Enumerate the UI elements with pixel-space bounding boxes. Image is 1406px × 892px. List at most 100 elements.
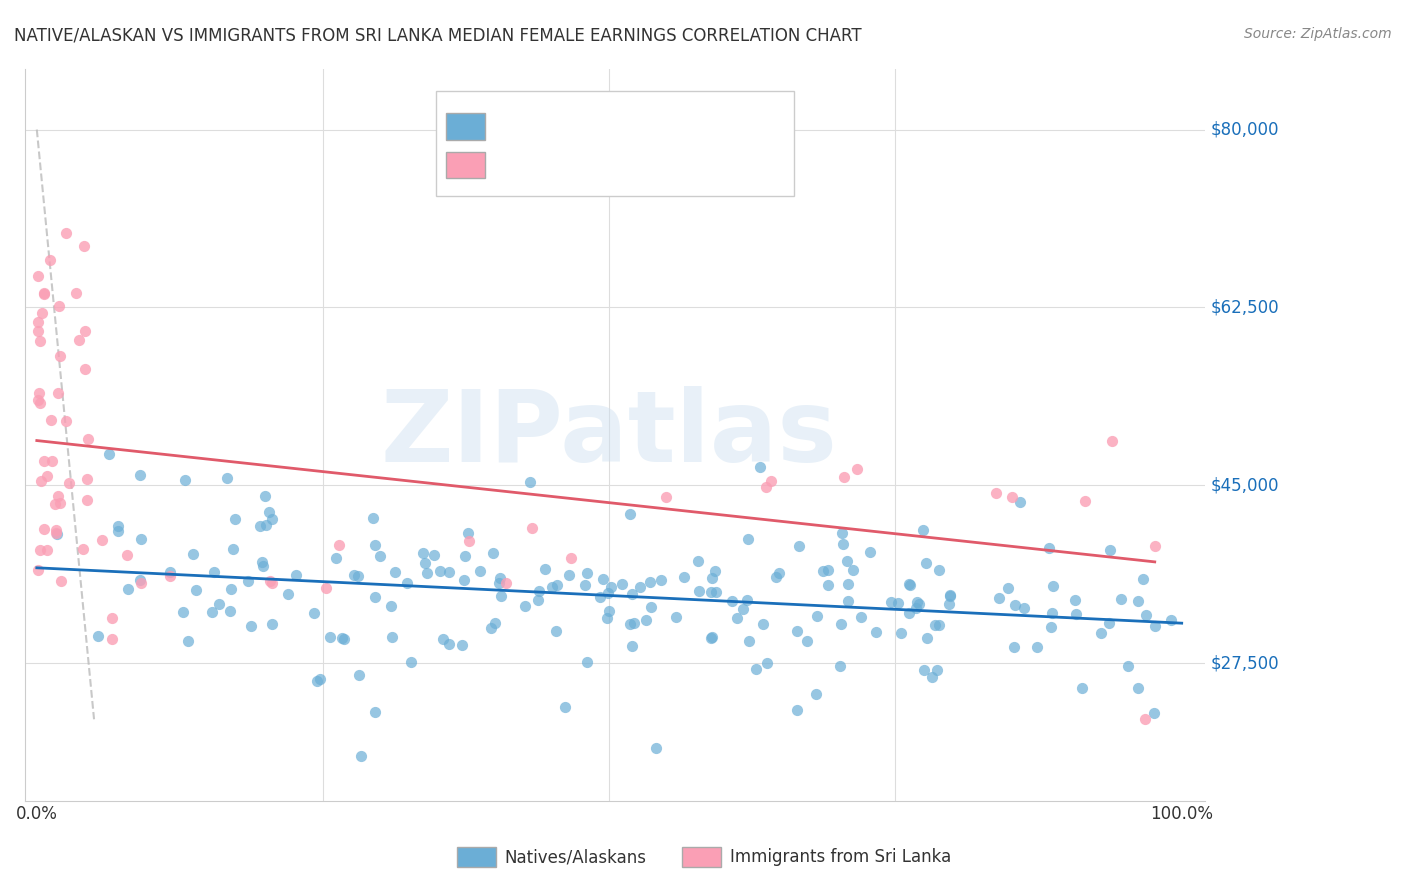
Point [755, 480, 778, 494]
Point [129, 467, 152, 482]
Point [28, 396, 51, 410]
Point [381, 630, 404, 644]
Point [928, 563, 950, 577]
Point [254, 489, 277, 503]
Point [259, 574, 281, 588]
Point [65, 285, 87, 300]
Point [1132, 572, 1154, 586]
Point [453, 573, 475, 587]
Point [786, 702, 808, 716]
Point [364, 590, 387, 604]
Point [1064, 607, 1087, 621]
Point [277, 586, 299, 600]
Text: R =: R = [492, 118, 531, 136]
Text: N =: N = [633, 118, 672, 136]
Point [806, 609, 828, 624]
Point [49, 574, 72, 589]
Point [28, 334, 51, 348]
Point [27, 315, 49, 329]
Point [101, 632, 124, 646]
Point [39, 253, 62, 268]
Point [27, 392, 49, 407]
Point [1004, 640, 1026, 655]
Point [454, 549, 477, 564]
Point [890, 626, 912, 640]
Point [1144, 618, 1167, 632]
Point [828, 659, 851, 673]
Point [346, 569, 368, 583]
Point [48, 299, 70, 313]
Point [575, 655, 598, 669]
Point [898, 578, 921, 592]
Point [437, 637, 460, 651]
Point [842, 563, 865, 577]
Point [598, 586, 620, 600]
Point [1099, 542, 1122, 557]
Point [546, 578, 568, 592]
Point [27, 325, 49, 339]
Point [252, 559, 274, 574]
Point [997, 581, 1019, 595]
Point [432, 632, 454, 647]
Point [129, 575, 152, 590]
Point [1004, 598, 1026, 612]
Point [765, 570, 787, 584]
Point [30, 474, 52, 488]
Point [488, 576, 510, 591]
Point [34, 454, 56, 468]
Point [46, 489, 69, 503]
Point [347, 668, 370, 682]
Point [702, 570, 724, 584]
Point [117, 548, 139, 562]
Point [117, 582, 139, 596]
Point [49, 496, 72, 510]
Point [75, 361, 97, 376]
Point [44, 497, 66, 511]
Point [897, 576, 920, 591]
Text: Natives/Alaskans: Natives/Alaskans [505, 848, 647, 866]
Point [380, 599, 402, 614]
Point [655, 490, 678, 504]
Point [1039, 619, 1062, 633]
Point [804, 687, 827, 701]
Text: ZIPatlas: ZIPatlas [381, 386, 838, 483]
Point [368, 549, 391, 563]
Point [1000, 490, 1022, 504]
Point [1109, 592, 1132, 607]
Point [412, 546, 434, 560]
Point [831, 536, 853, 550]
Point [315, 581, 337, 595]
Point [738, 634, 761, 648]
Point [236, 574, 259, 589]
Point [451, 638, 474, 652]
Point [32, 522, 55, 536]
Point [1040, 606, 1063, 620]
Point [159, 566, 181, 580]
Point [45, 523, 67, 537]
Point [55, 414, 77, 428]
Point [1116, 659, 1139, 673]
Point [939, 588, 962, 602]
Point [429, 564, 451, 578]
Point [786, 624, 808, 638]
Point [325, 550, 347, 565]
Point [489, 571, 512, 585]
Point [574, 578, 596, 592]
Point [527, 584, 550, 599]
Point [1038, 541, 1060, 556]
Point [837, 576, 859, 591]
Point [32, 285, 55, 300]
Point [700, 631, 723, 645]
Point [527, 592, 550, 607]
Point [45, 525, 67, 540]
Point [174, 473, 197, 487]
Text: R =: R = [492, 156, 531, 174]
Point [634, 613, 657, 627]
Point [534, 562, 557, 576]
Point [984, 486, 1007, 500]
Point [254, 517, 277, 532]
Text: -0.104: -0.104 [538, 118, 603, 136]
Point [725, 611, 748, 625]
Point [927, 664, 949, 678]
Point [260, 617, 283, 632]
